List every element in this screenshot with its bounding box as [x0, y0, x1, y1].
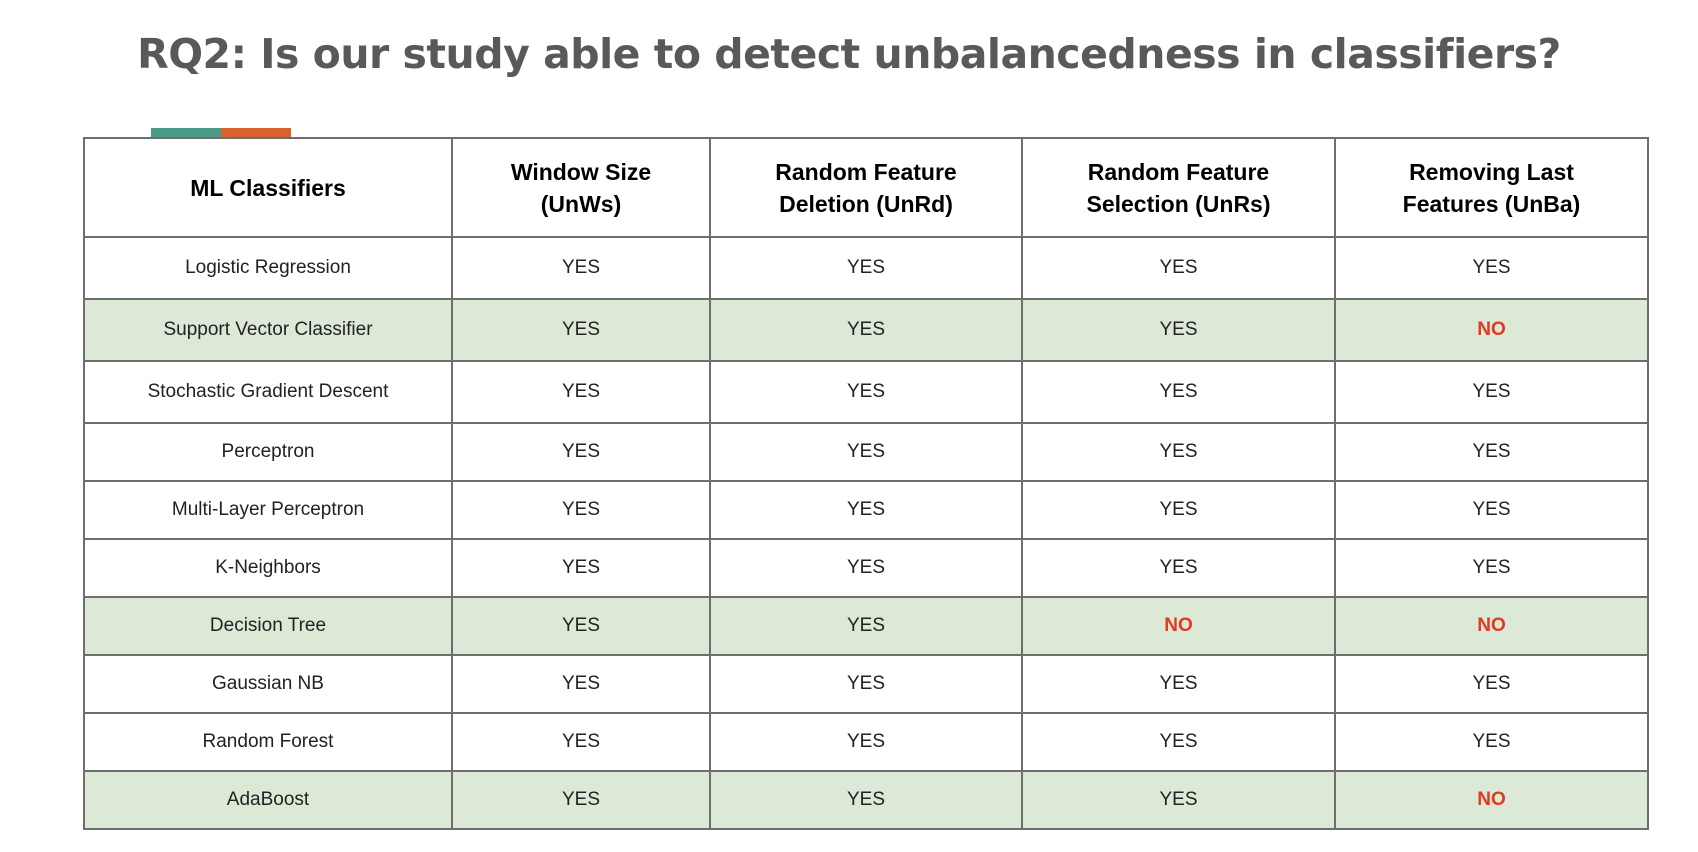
classifier-name-cell: Logistic Regression	[83, 236, 453, 300]
table-row: Decision Tree YES YES NO NO	[83, 596, 1649, 656]
result-cell: YES	[451, 422, 711, 482]
result-cell: YES	[451, 538, 711, 598]
result-cell: YES	[451, 360, 711, 424]
result-cell: YES	[451, 236, 711, 300]
table-row: Multi-Layer Perceptron YES YES YES YES	[83, 480, 1649, 540]
result-cell: YES	[1334, 712, 1649, 772]
table-row: Support Vector Classifier YES YES YES NO	[83, 298, 1649, 362]
result-cell: NO	[1334, 770, 1649, 830]
result-cell: YES	[1334, 654, 1649, 714]
result-cell: YES	[1334, 480, 1649, 540]
table-row: AdaBoost YES YES YES NO	[83, 770, 1649, 830]
classifier-name-cell: AdaBoost	[83, 770, 453, 830]
classifier-name-cell: Support Vector Classifier	[83, 298, 453, 362]
result-cell: YES	[1334, 236, 1649, 300]
header-removing-last-features: Removing Last Features (UnBa)	[1334, 137, 1649, 238]
result-cell: YES	[451, 712, 711, 772]
result-cell: YES	[1334, 422, 1649, 482]
result-cell: YES	[709, 360, 1023, 424]
table-row: Logistic Regression YES YES YES YES	[83, 236, 1649, 300]
result-cell: NO	[1021, 596, 1336, 656]
header-ml-classifiers: ML Classifiers	[83, 137, 453, 238]
result-cell: YES	[709, 480, 1023, 540]
result-cell: YES	[451, 654, 711, 714]
classifier-name-cell: Decision Tree	[83, 596, 453, 656]
classifier-name-cell: Multi-Layer Perceptron	[83, 480, 453, 540]
result-cell: YES	[1021, 770, 1336, 830]
table-row: K-Neighbors YES YES YES YES	[83, 538, 1649, 598]
result-cell: YES	[709, 422, 1023, 482]
result-cell: YES	[1334, 360, 1649, 424]
classifier-name-cell: Gaussian NB	[83, 654, 453, 714]
result-cell: YES	[1021, 712, 1336, 772]
header-row: ML Classifiers Window Size (UnWs) Random…	[83, 137, 1649, 238]
result-cell: YES	[1021, 360, 1336, 424]
slide-title: RQ2: Is our study able to detect unbalan…	[137, 30, 1561, 78]
table-row: Perceptron YES YES YES YES	[83, 422, 1649, 482]
results-table: ML Classifiers Window Size (UnWs) Random…	[83, 137, 1649, 830]
table-row: Random Forest YES YES YES YES	[83, 712, 1649, 772]
result-cell: YES	[709, 770, 1023, 830]
result-cell: YES	[1021, 236, 1336, 300]
result-cell: YES	[709, 538, 1023, 598]
result-cell: YES	[1021, 654, 1336, 714]
header-random-feature-selection: Random Feature Selection (UnRs)	[1021, 137, 1336, 238]
table-row: Stochastic Gradient Descent YES YES YES YES	[83, 360, 1649, 424]
classifier-name-cell: Perceptron	[83, 422, 453, 482]
accent-bar-teal	[151, 128, 221, 137]
result-cell: YES	[451, 480, 711, 540]
accent-bar-orange	[221, 128, 291, 137]
classifier-name-cell: Stochastic Gradient Descent	[83, 360, 453, 424]
result-cell: YES	[1334, 538, 1649, 598]
result-cell: YES	[709, 298, 1023, 362]
result-cell: YES	[1021, 298, 1336, 362]
classifier-name-cell: Random Forest	[83, 712, 453, 772]
result-cell: YES	[709, 654, 1023, 714]
result-cell: YES	[709, 596, 1023, 656]
header-random-feature-deletion: Random Feature Deletion (UnRd)	[709, 137, 1023, 238]
result-cell: YES	[451, 298, 711, 362]
result-cell: YES	[451, 770, 711, 830]
result-cell: YES	[1021, 538, 1336, 598]
result-cell: NO	[1334, 596, 1649, 656]
result-cell: YES	[709, 236, 1023, 300]
result-cell: NO	[1334, 298, 1649, 362]
result-cell: YES	[1021, 480, 1336, 540]
result-cell: YES	[1021, 422, 1336, 482]
header-window-size: Window Size (UnWs)	[451, 137, 711, 238]
table-row: Gaussian NB YES YES YES YES	[83, 654, 1649, 714]
classifier-name-cell: K-Neighbors	[83, 538, 453, 598]
result-cell: YES	[709, 712, 1023, 772]
result-cell: YES	[451, 596, 711, 656]
